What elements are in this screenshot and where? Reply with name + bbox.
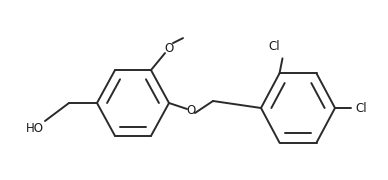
Text: O: O [165,42,173,55]
Text: Cl: Cl [268,40,280,53]
Text: HO: HO [26,122,44,135]
Text: Cl: Cl [355,102,367,114]
Text: O: O [186,105,196,118]
